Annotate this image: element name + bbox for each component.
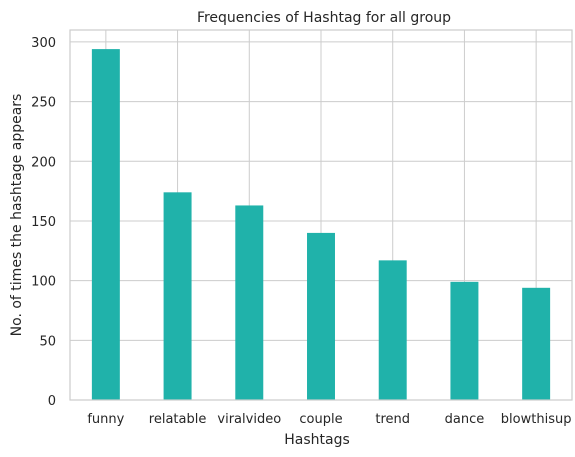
x-tick-label: funny <box>87 412 124 427</box>
bar-funny <box>91 49 120 401</box>
y-axis-label: No. of times the hashtage appears <box>9 94 25 337</box>
bar-relatable <box>163 192 192 400</box>
y-tick-label: 250 <box>31 96 56 111</box>
x-tick-label: blowthisup <box>501 412 572 427</box>
bar-viralvideo <box>235 205 264 400</box>
x-tick-labels: funny relatable viralvideo couple trend dance… <box>87 412 571 427</box>
x-tick-label: couple <box>299 412 342 427</box>
bar-couple <box>307 232 335 400</box>
y-tick-label: 150 <box>31 215 56 230</box>
y-tick-label: 200 <box>31 155 56 170</box>
plot-frame <box>69 29 573 401</box>
bar-trend <box>378 260 407 400</box>
y-tick-label: 100 <box>31 275 56 290</box>
y-tick-labels: 0 50 100 150 200 250 300 <box>31 36 56 409</box>
chart-title: Frequencies of Hashtag for all group <box>197 10 451 26</box>
y-tick-label: 50 <box>39 334 56 349</box>
y-tick-label: 300 <box>31 36 56 51</box>
x-tick-label: viralvideo <box>217 412 281 427</box>
y-tick-label: 0 <box>48 394 56 409</box>
x-tick-label: trend <box>375 412 410 427</box>
x-tick-label: dance <box>445 412 485 427</box>
bar-dance <box>450 281 479 400</box>
bar-blowthisup <box>522 287 551 400</box>
x-tick-label: relatable <box>149 412 207 427</box>
bars <box>91 49 551 401</box>
x-axis-label: Hashtags <box>284 432 350 448</box>
